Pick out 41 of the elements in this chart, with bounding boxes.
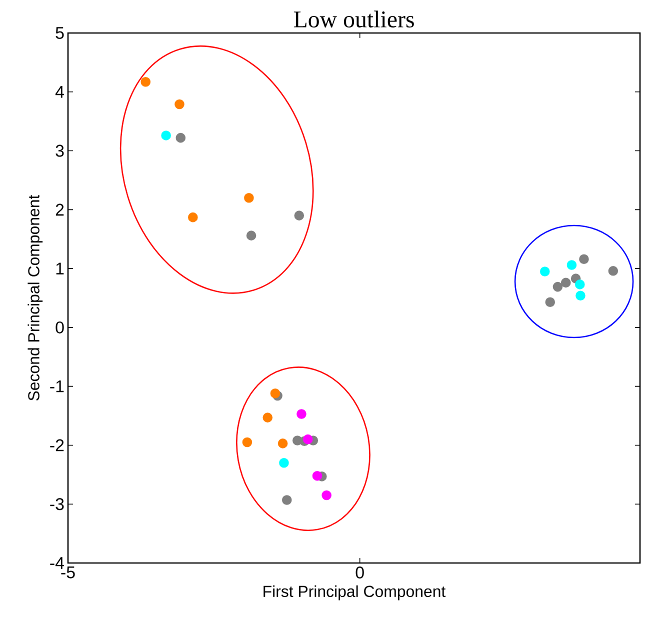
y-tick-label: 3: [56, 144, 64, 157]
y-tick-label: 5: [56, 27, 64, 39]
point: [560, 278, 571, 288]
point: [576, 290, 586, 301]
y-tick-label: -3: [50, 498, 64, 510]
point: [540, 266, 550, 276]
point: [278, 438, 288, 448]
point: [176, 132, 186, 143]
point: [608, 266, 618, 276]
y-tick-label: -2: [50, 439, 64, 452]
point: [282, 495, 292, 505]
y-tick-label: 0: [56, 321, 64, 334]
y-tick-label: 1: [56, 262, 64, 274]
y-tick-label: -1: [50, 380, 64, 392]
point: [574, 280, 585, 290]
point: [566, 260, 577, 270]
point: [296, 409, 306, 419]
chart-title: Low outliers: [294, 10, 414, 28]
point: [312, 470, 322, 481]
point: [579, 254, 589, 264]
y-tick-label: 2: [56, 204, 64, 216]
y-axis-title: Second Principal Component: [28, 194, 43, 401]
point: [322, 490, 332, 500]
x-axis-title: First Principal Component: [264, 585, 446, 600]
point: [246, 230, 256, 240]
point: [188, 212, 198, 222]
point: [262, 412, 273, 422]
point: [294, 210, 304, 220]
point: [279, 458, 289, 468]
point: [242, 437, 252, 448]
point: [140, 76, 151, 87]
y-tick-label: -4: [50, 557, 64, 569]
x-tick-label: -5: [61, 566, 75, 578]
point: [161, 130, 171, 140]
point: [552, 282, 563, 292]
point: [302, 434, 313, 444]
point: [174, 99, 184, 110]
point: [244, 192, 254, 203]
point: [270, 388, 280, 398]
y-tick-label: 4: [55, 86, 64, 98]
point: [545, 297, 556, 308]
